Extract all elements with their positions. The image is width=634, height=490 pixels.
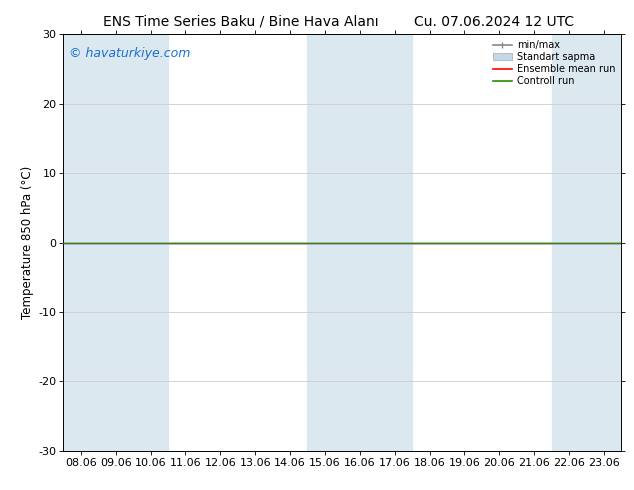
Bar xyxy=(342,34,377,451)
Bar xyxy=(133,34,168,451)
Bar xyxy=(377,34,412,451)
Y-axis label: Temperature 850 hPa (°C): Temperature 850 hPa (°C) xyxy=(21,166,34,319)
Bar xyxy=(63,34,98,451)
Bar xyxy=(586,34,621,451)
Bar xyxy=(552,34,586,451)
Legend: min/max, Standart sapma, Ensemble mean run, Controll run: min/max, Standart sapma, Ensemble mean r… xyxy=(489,36,619,90)
Text: ENS Time Series Baku / Bine Hava Alanı: ENS Time Series Baku / Bine Hava Alanı xyxy=(103,15,378,29)
Text: Cu. 07.06.2024 12 UTC: Cu. 07.06.2024 12 UTC xyxy=(415,15,574,29)
Text: © havaturkiye.com: © havaturkiye.com xyxy=(69,47,190,60)
Bar xyxy=(307,34,342,451)
Bar xyxy=(98,34,133,451)
